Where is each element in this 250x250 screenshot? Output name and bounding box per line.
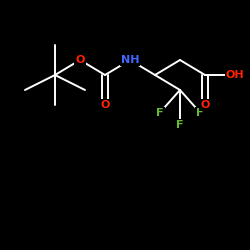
Text: F: F bbox=[176, 120, 184, 130]
Text: F: F bbox=[196, 108, 204, 118]
Text: NH: NH bbox=[121, 55, 139, 65]
Text: OH: OH bbox=[226, 70, 244, 80]
Text: O: O bbox=[100, 100, 110, 110]
Text: F: F bbox=[156, 108, 164, 118]
Text: O: O bbox=[200, 100, 210, 110]
Text: O: O bbox=[75, 55, 85, 65]
